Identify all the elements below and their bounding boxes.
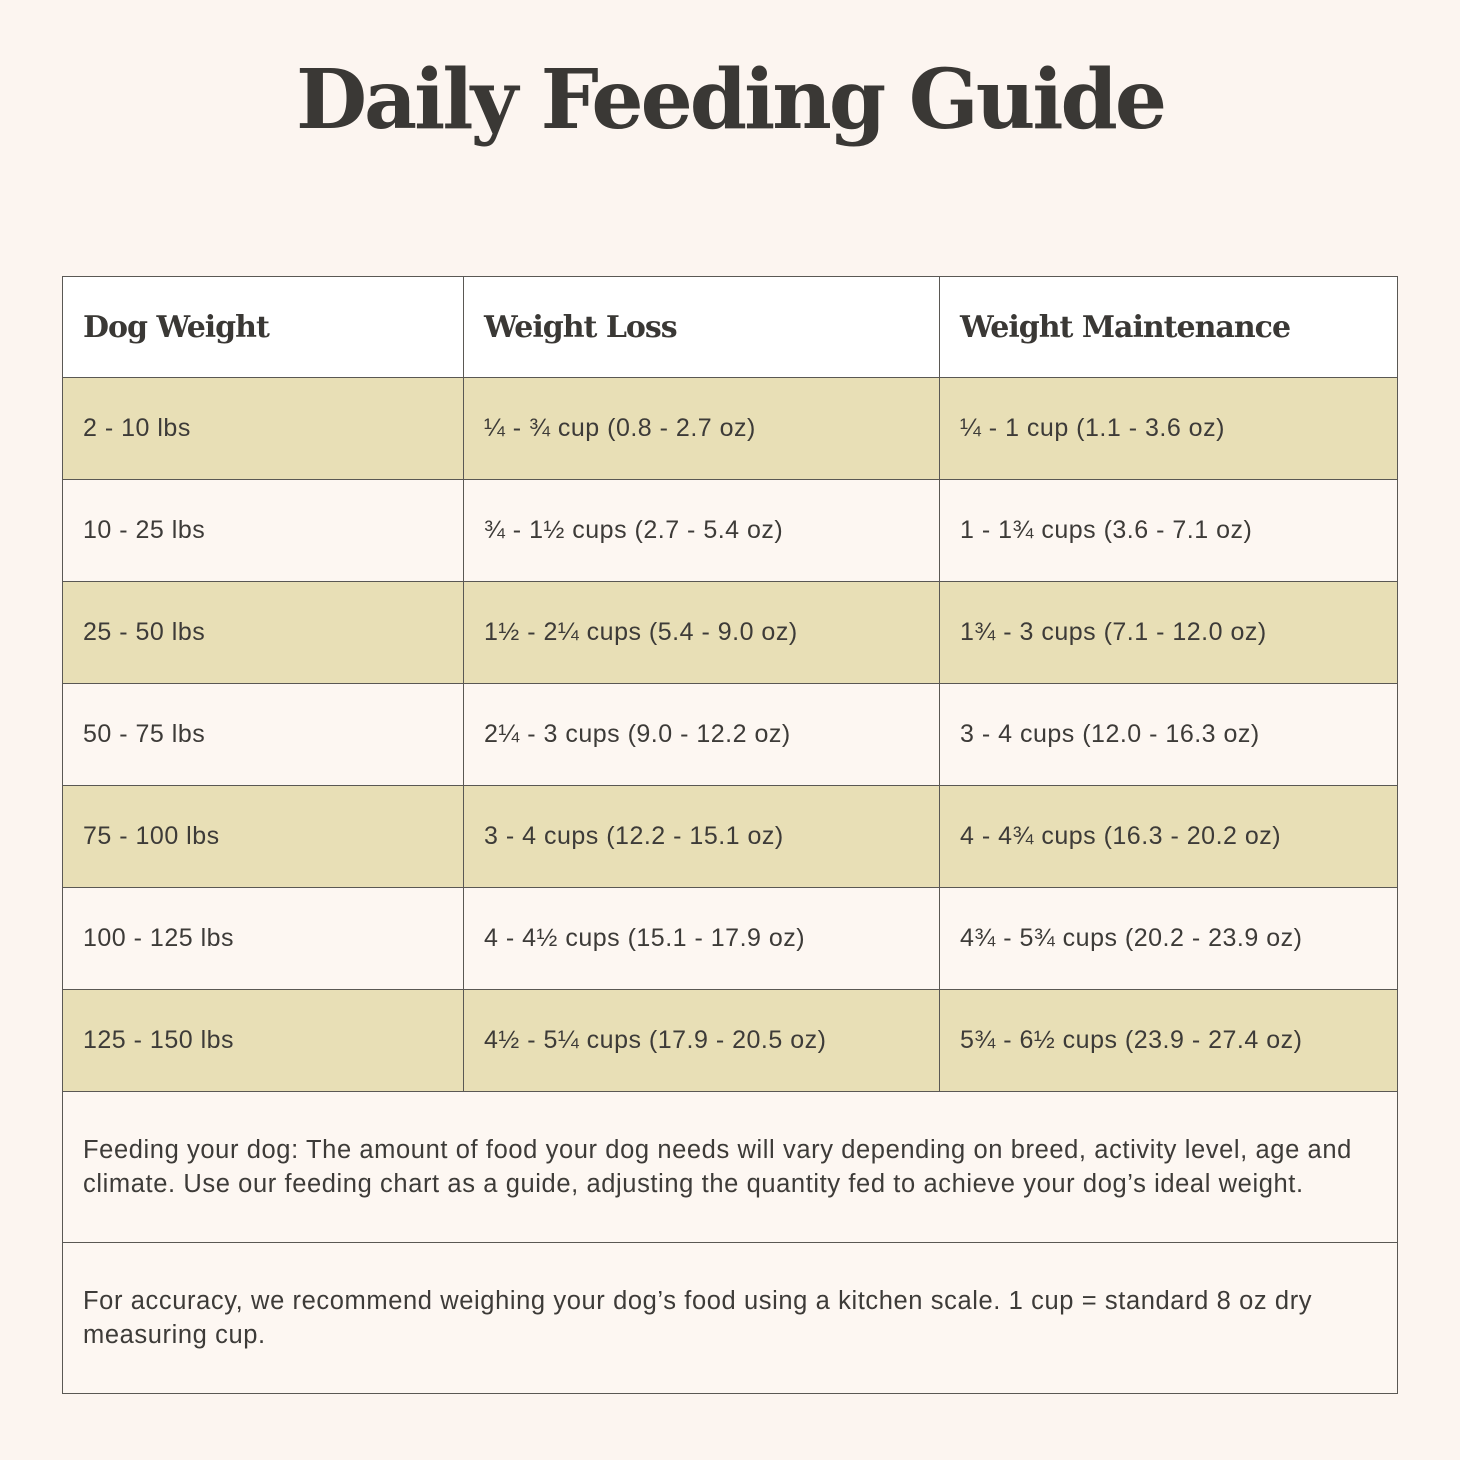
note-row: Feeding your dog: The amount of food you… — [62, 1091, 1398, 1243]
weight-loss-cell: 2¼ - 3 cups (9.0 - 12.2 oz) — [463, 683, 940, 786]
header-weight-maintenance: Weight Maintenance — [939, 276, 1398, 378]
note-row: For accuracy, we recommend weighing your… — [62, 1242, 1398, 1394]
weight-loss-cell: ¾ - 1½ cups (2.7 - 5.4 oz) — [463, 479, 940, 582]
dog-weight-cell: 125 - 150 lbs — [62, 989, 464, 1092]
weight-loss-cell: ¼ - ¾ cup (0.8 - 2.7 oz) — [463, 377, 940, 480]
weight-maintenance-cell: 3 - 4 cups (12.0 - 16.3 oz) — [939, 683, 1398, 786]
feeding-note: For accuracy, we recommend weighing your… — [62, 1242, 1398, 1394]
table-row: 75 - 100 lbs 3 - 4 cups (12.2 - 15.1 oz) 4… — [62, 785, 1398, 888]
weight-maintenance-cell: 1¾ - 3 cups (7.1 - 12.0 oz) — [939, 581, 1398, 684]
weight-loss-cell: 4 - 4½ cups (15.1 - 17.9 oz) — [463, 887, 940, 990]
table-row: 10 - 25 lbs ¾ - 1½ cups (2.7 - 5.4 oz) 1 -… — [62, 479, 1398, 582]
dog-weight-cell: 50 - 75 lbs — [62, 683, 464, 786]
weight-maintenance-cell: 4 - 4¾ cups (16.3 - 20.2 oz) — [939, 785, 1398, 888]
feeding-note: Feeding your dog: The amount of food you… — [62, 1091, 1398, 1243]
weight-maintenance-cell: ¼ - 1 cup (1.1 - 3.6 oz) — [939, 377, 1398, 480]
weight-maintenance-cell: 1 - 1¾ cups (3.6 - 7.1 oz) — [939, 479, 1398, 582]
table-row: 50 - 75 lbs 2¼ - 3 cups (9.0 - 12.2 oz) 3 … — [62, 683, 1398, 786]
header-dog-weight: Dog Weight — [62, 276, 464, 378]
table-row: 125 - 150 lbs 4½ - 5¼ cups (17.9 - 20.5 o… — [62, 989, 1398, 1092]
dog-weight-cell: 2 - 10 lbs — [62, 377, 464, 480]
feeding-table: Dog Weight Weight Loss Weight Maintenanc… — [62, 276, 1398, 1394]
table-row: 100 - 125 lbs 4 - 4½ cups (15.1 - 17.9 oz… — [62, 887, 1398, 990]
dog-weight-cell: 10 - 25 lbs — [62, 479, 464, 582]
dog-weight-cell: 75 - 100 lbs — [62, 785, 464, 888]
dog-weight-cell: 25 - 50 lbs — [62, 581, 464, 684]
weight-loss-cell: 4½ - 5¼ cups (17.9 - 20.5 oz) — [463, 989, 940, 1092]
header-weight-loss: Weight Loss — [463, 276, 940, 378]
weight-maintenance-cell: 4¾ - 5¾ cups (20.2 - 23.9 oz) — [939, 887, 1398, 990]
weight-loss-cell: 3 - 4 cups (12.2 - 15.1 oz) — [463, 785, 940, 888]
dog-weight-cell: 100 - 125 lbs — [62, 887, 464, 990]
table-row: 2 - 10 lbs ¼ - ¾ cup (0.8 - 2.7 oz) ¼ - 1 … — [62, 377, 1398, 480]
table-row: 25 - 50 lbs 1½ - 2¼ cups (5.4 - 9.0 oz) 1¾… — [62, 581, 1398, 684]
weight-loss-cell: 1½ - 2¼ cups (5.4 - 9.0 oz) — [463, 581, 940, 684]
page-title: Daily Feeding Guide — [295, 52, 1167, 148]
weight-maintenance-cell: 5¾ - 6½ cups (23.9 - 27.4 oz) — [939, 989, 1398, 1092]
table-header-row: Dog Weight Weight Loss Weight Maintenanc… — [62, 276, 1398, 378]
